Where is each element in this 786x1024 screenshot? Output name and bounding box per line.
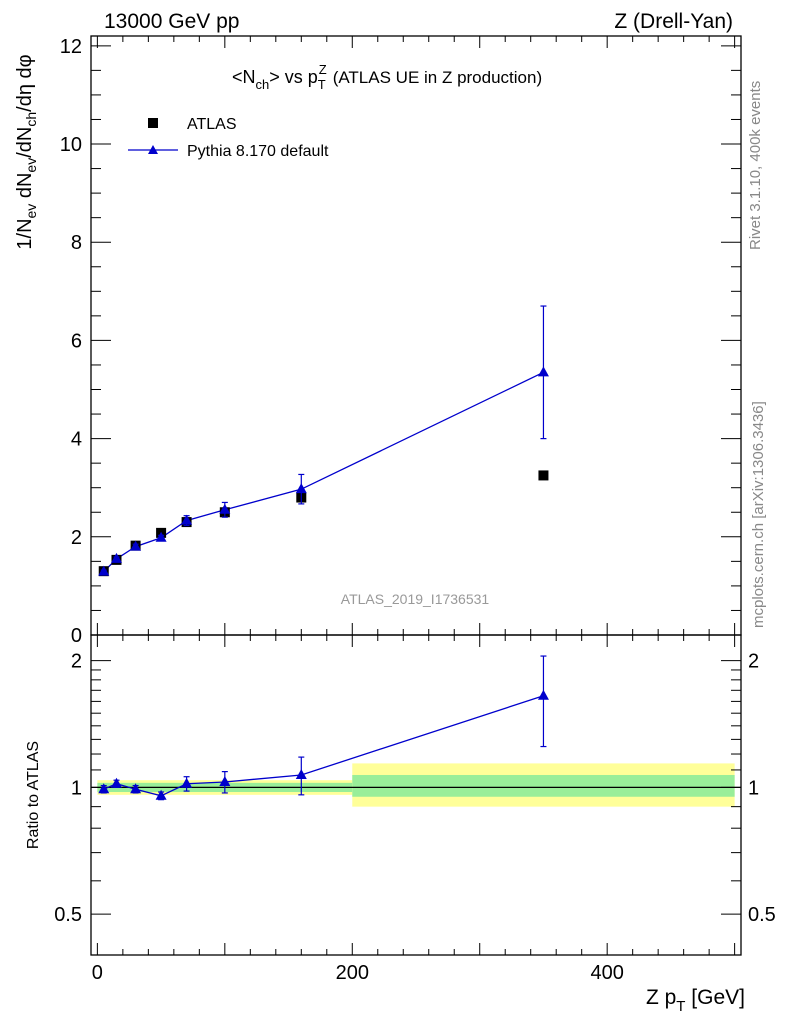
ratio-data-point	[98, 783, 110, 794]
process-label: Z (Drell-Yan)	[614, 10, 733, 33]
pythia-data-point	[155, 531, 167, 542]
rivet-label: Rivet 3.1.10, 400k events	[747, 81, 764, 250]
x-tick-label: 200	[336, 962, 369, 984]
legend: ATLAS Pythia 8.170 default	[128, 116, 329, 160]
main-panel: 0 2 4 6 8 10 12	[60, 35, 742, 647]
ratio-y-tick-label: 2	[71, 651, 82, 673]
x-tick-label: 400	[590, 962, 623, 984]
energy-label: 13000 GeV pp	[104, 10, 239, 33]
ratio-data-point	[537, 689, 549, 700]
legend-atlas-marker	[148, 118, 158, 128]
main-y-axis-title: 1/Nev dNev/dNch/dη dφ	[14, 54, 39, 249]
pythia-data-point	[110, 552, 122, 563]
ratio-data-point	[130, 783, 142, 794]
pythia-data-point	[181, 514, 193, 525]
atlas-data-point	[538, 470, 549, 481]
ratio-data-point	[155, 789, 167, 800]
main-title: <Nch> vs pTZ (ATLAS UE in Z production)	[232, 62, 542, 92]
ratio-data-point	[295, 768, 307, 779]
mcplots-label: mcplots.cern.ch [arXiv:1306.3436]	[750, 401, 767, 628]
main-y-tick-label: 6	[71, 330, 82, 352]
svg-text:Z pT [GeV]: Z pT [GeV]	[646, 986, 745, 1015]
ratio-frame	[90, 634, 742, 956]
pythia-series-line	[103, 371, 544, 573]
main-y-tick-label: 2	[71, 527, 82, 549]
pythia-data-point	[537, 366, 549, 377]
ratio-y-axis-title: Ratio to ATLAS	[25, 741, 42, 849]
ratio-data-point	[181, 777, 193, 788]
main-y-tick-label: 0	[71, 625, 82, 647]
legend-pythia-label: Pythia 8.170 default	[187, 143, 329, 160]
ratio-data-point	[219, 775, 231, 786]
ratio-data-point	[110, 777, 122, 788]
main-y-tick-label: 10	[60, 134, 82, 156]
legend-atlas-label: ATLAS	[187, 116, 237, 133]
ratio-band-inner	[352, 774, 735, 797]
x-tick-label: 0	[92, 962, 103, 984]
ratio-y-tick-label-right: 2	[748, 651, 759, 673]
pythia-data-point	[219, 503, 231, 514]
ratio-y-tick-label: 0.5	[54, 904, 82, 926]
main-y-tick-label: 8	[71, 232, 82, 254]
svg-text:1/Nev dNev/dNch/dη dφ: 1/Nev dNev/dNch/dη dφ	[14, 54, 39, 249]
pythia-data-point	[98, 565, 110, 576]
ratio-y-tick-label-right: 1	[748, 777, 759, 799]
ratio-y-tick-label-right: 0.5	[748, 904, 776, 926]
main-y-tick-label: 12	[60, 36, 82, 58]
ratio-y-tick-label: 1	[71, 777, 82, 799]
pythia-data-point	[130, 540, 142, 551]
legend-pythia-marker	[148, 145, 158, 154]
main-y-tick-label: 4	[71, 429, 82, 451]
pythia-data-point	[295, 483, 307, 494]
x-axis-title: Z pT [GeV]	[646, 986, 745, 1015]
analysis-id: ATLAS_2019_I1736531	[341, 591, 490, 607]
svg-text:<Nch> vs pTZ(ATLAS UE in Z pro: <Nch> vs pTZ (ATLAS UE in Z production)	[232, 62, 542, 92]
ratio-panel: 0 200 400 0.5 0.5 1 1 2 2	[54, 634, 776, 984]
